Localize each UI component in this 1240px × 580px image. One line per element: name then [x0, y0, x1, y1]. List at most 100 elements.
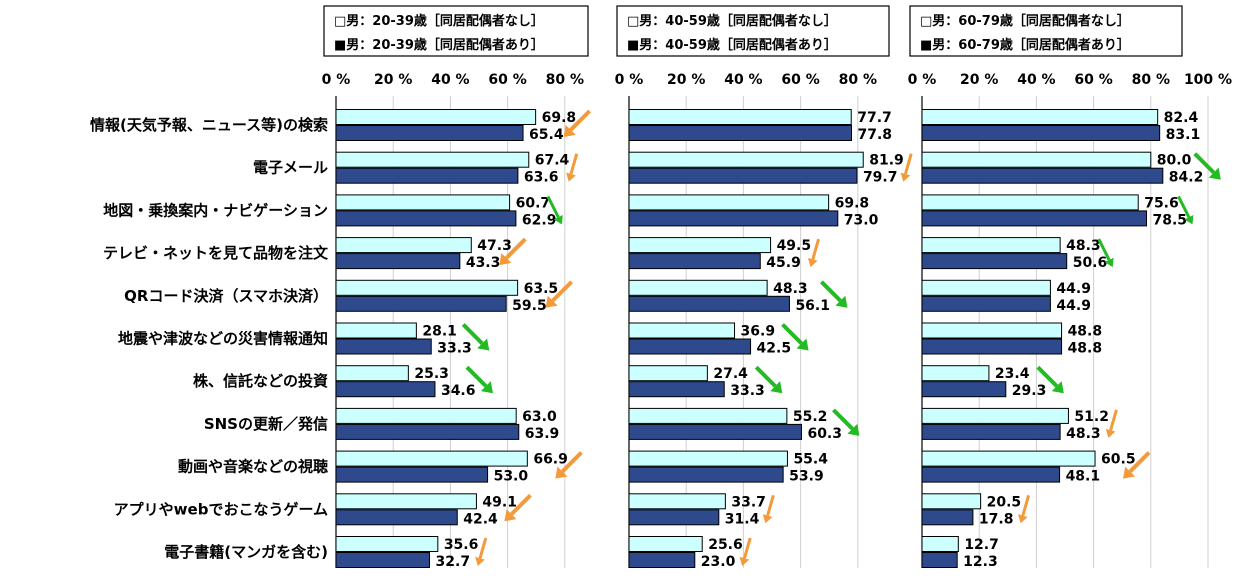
tick-label: 0 %	[322, 72, 351, 88]
trend-arrow-head	[1123, 466, 1136, 479]
bar-with-spouse	[335, 338, 432, 355]
trend-arrow-head	[499, 253, 512, 266]
data-label: 63.0	[522, 409, 557, 425]
data-label: 27.4	[713, 366, 748, 382]
trend-arrow-head	[477, 338, 490, 351]
bar-no-spouse	[628, 237, 772, 254]
data-label: 65.4	[529, 127, 564, 143]
tick-label: 40 %	[1017, 72, 1055, 88]
bar-with-spouse	[628, 338, 752, 355]
bar-no-spouse	[921, 493, 982, 510]
bar-with-spouse	[335, 167, 519, 184]
bar-with-spouse	[921, 509, 974, 526]
trend-arrow	[832, 408, 854, 431]
bar-no-spouse	[628, 194, 830, 211]
bar-no-spouse	[335, 109, 537, 125]
bar-no-spouse	[335, 450, 528, 467]
bar-with-spouse	[921, 338, 1063, 355]
data-label: 69.8	[835, 195, 870, 211]
bar-no-spouse	[628, 450, 788, 467]
bar-no-spouse	[335, 279, 519, 296]
data-label: 77.8	[858, 127, 893, 143]
bar-no-spouse	[628, 365, 708, 382]
trend-arrow	[1097, 238, 1111, 261]
bar-with-spouse	[921, 381, 1007, 398]
trend-arrow	[1021, 494, 1031, 517]
data-label: 73.0	[844, 212, 879, 228]
data-label: 80.0	[1157, 153, 1192, 169]
data-label: 23.0	[701, 554, 736, 570]
data-label: 47.3	[477, 238, 512, 254]
bar-with-spouse	[335, 466, 489, 483]
tick-label: 60 %	[781, 72, 819, 88]
bar-no-spouse	[921, 450, 1096, 467]
data-label: 63.5	[524, 281, 559, 297]
panel-2: □男：40-59歳［同居配偶者なし］ ■男：40-59歳［同居配偶者あり］ 0 % 2…	[615, 5, 913, 570]
bar-no-spouse	[921, 194, 1139, 211]
trend-arrow	[1109, 409, 1118, 431]
bar-no-spouse	[335, 493, 477, 510]
data-label: 49.5	[777, 238, 812, 254]
data-label: 35.6	[444, 537, 479, 553]
bar-with-spouse	[335, 552, 431, 568]
legend-box	[909, 5, 1183, 57]
data-label: 29.3	[1012, 383, 1047, 399]
bar-no-spouse	[921, 109, 1159, 125]
bar-no-spouse	[335, 322, 417, 339]
data-label: 67.4	[535, 153, 570, 169]
bar-with-spouse	[628, 210, 839, 227]
category-label: 動画や音楽などの視聴	[178, 458, 328, 476]
data-label: 23.4	[995, 366, 1030, 382]
trend-arrow	[465, 365, 488, 388]
trend-arrow-head	[1184, 215, 1194, 225]
bar-with-spouse	[921, 295, 1051, 312]
trend-arrow	[510, 493, 532, 516]
data-label: 32.7	[436, 554, 471, 570]
legend-entry: ■男：60-79歳［同居配偶者あり］	[920, 37, 1130, 53]
bar-no-spouse	[335, 536, 439, 552]
trend-arrow	[820, 280, 842, 303]
data-label: 42.5	[757, 341, 792, 357]
data-label: 25.3	[414, 366, 449, 382]
data-label: 36.9	[741, 324, 776, 340]
bar-with-spouse	[628, 125, 853, 141]
tick-label: 60 %	[488, 72, 526, 88]
bar-no-spouse	[335, 365, 409, 382]
data-label: 34.6	[441, 383, 476, 399]
tick-label: 80 %	[546, 72, 584, 88]
bar-with-spouse	[335, 381, 436, 398]
trend-arrow-head	[563, 124, 576, 137]
trend-arrow-head	[1104, 257, 1114, 268]
bar-no-spouse	[335, 237, 472, 254]
data-label: 60.3	[807, 426, 842, 442]
bar-with-spouse	[628, 552, 696, 568]
tick-label: 40 %	[431, 72, 469, 88]
data-label: 45.9	[766, 255, 801, 271]
bar-with-spouse	[628, 253, 761, 270]
data-label: 31.4	[725, 511, 760, 527]
data-label: 56.1	[795, 298, 830, 314]
data-label: 83.1	[1166, 127, 1201, 143]
category-label: アプリやwebでおこなうゲーム	[114, 500, 328, 518]
bar-no-spouse	[921, 536, 959, 552]
trend-arrow	[766, 494, 775, 517]
trend-arrow-head	[1018, 514, 1028, 524]
bar-no-spouse	[628, 279, 768, 296]
bar-with-spouse	[335, 253, 461, 270]
data-label: 69.8	[542, 110, 577, 126]
bar-no-spouse	[921, 407, 1069, 424]
tick-label: 100 %	[1184, 72, 1232, 88]
data-label: 48.3	[773, 281, 808, 297]
bar-with-spouse	[628, 295, 790, 312]
bar-no-spouse	[921, 365, 990, 382]
data-label: 53.0	[494, 469, 529, 485]
category-label: 地震や津波などの災害情報通知	[118, 330, 328, 348]
trend-arrow	[781, 323, 803, 345]
trend-arrow-head	[847, 423, 860, 436]
bar-no-spouse	[628, 536, 703, 552]
data-label: 63.6	[524, 170, 559, 186]
data-label: 12.3	[963, 554, 998, 570]
legend-entry: ■男：20-39歳［同居配偶者あり］	[334, 37, 544, 53]
tick-label: 80 %	[839, 72, 877, 88]
legend-entry: ■男：40-59歳［同居配偶者あり］	[627, 37, 837, 53]
